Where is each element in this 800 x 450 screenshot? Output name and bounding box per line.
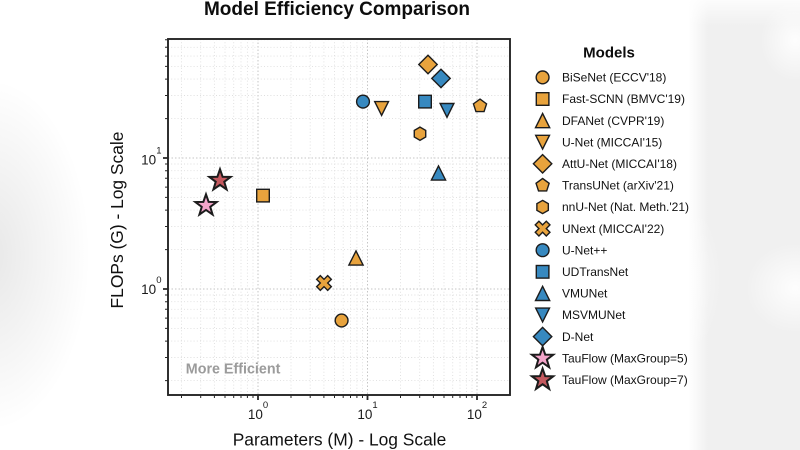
svg-text:nnU-Net (Nat. Meth.'21): nnU-Net (Nat. Meth.'21) [562, 200, 689, 214]
svg-text:TransUNet (arXiv'21): TransUNet (arXiv'21) [562, 179, 674, 193]
svg-text:FLOPs (G) - Log Scale: FLOPs (G) - Log Scale [107, 132, 127, 309]
svg-text:AttU-Net (MICCAI'18): AttU-Net (MICCAI'18) [562, 157, 677, 171]
svg-text:Models: Models [583, 45, 635, 62]
svg-text:U-Net++: U-Net++ [562, 243, 607, 257]
svg-text:DFANet (CVPR'19): DFANet (CVPR'19) [562, 114, 664, 128]
svg-text:D-Net: D-Net [562, 330, 594, 344]
svg-text:TauFlow (MaxGroup=7): TauFlow (MaxGroup=7) [562, 373, 688, 387]
svg-text:UNext (MICCAI'22): UNext (MICCAI'22) [562, 222, 664, 236]
svg-text:Parameters (M) - Log Scale: Parameters (M) - Log Scale [233, 430, 447, 450]
svg-text:UDTransNet: UDTransNet [562, 265, 629, 279]
svg-text:102: 102 [467, 400, 487, 422]
svg-text:101: 101 [141, 146, 161, 168]
svg-text:VMUNet: VMUNet [562, 287, 608, 301]
svg-text:TauFlow (MaxGroup=5): TauFlow (MaxGroup=5) [562, 351, 688, 365]
svg-text:More Efficient: More Efficient [186, 362, 281, 378]
svg-text:U-Net (MICCAI'15): U-Net (MICCAI'15) [562, 135, 662, 149]
svg-text:100: 100 [141, 275, 161, 297]
svg-text:Fast-SCNN (BMVC'19): Fast-SCNN (BMVC'19) [562, 92, 685, 106]
svg-text:Model Efficiency Comparison: Model Efficiency Comparison [204, 0, 470, 20]
svg-text:BiSeNet (ECCV'18): BiSeNet (ECCV'18) [562, 71, 666, 85]
svg-text:100: 100 [248, 400, 268, 422]
svg-text:MSVMUNet: MSVMUNet [562, 308, 626, 322]
svg-text:101: 101 [357, 400, 377, 422]
